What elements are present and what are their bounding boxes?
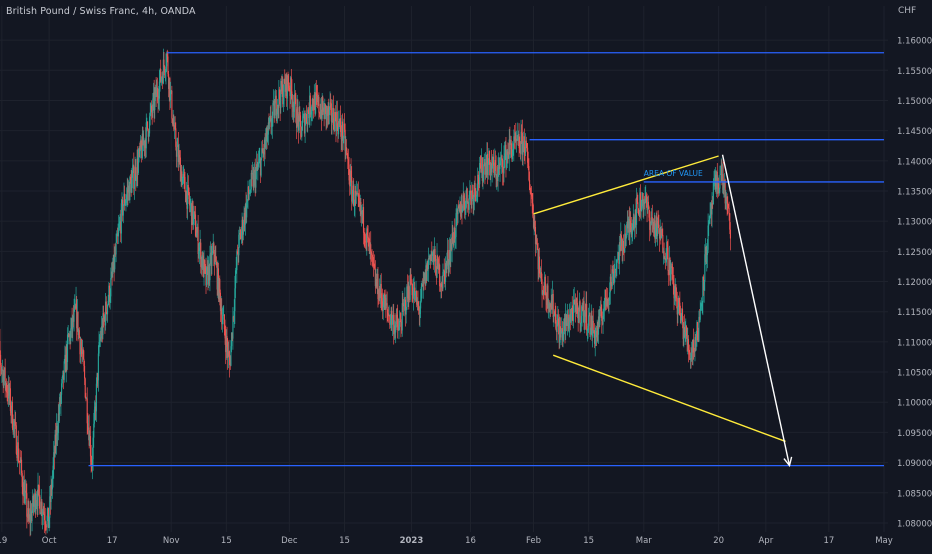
- y-tick-label: 1.11000: [897, 338, 932, 348]
- x-tick-label: Nov: [163, 536, 180, 546]
- candle-body: [26, 493, 27, 517]
- y-tick-label: 1.12000: [897, 278, 932, 288]
- candle-body: [553, 294, 554, 317]
- candle-body: [688, 339, 689, 350]
- x-tick-label: 17: [823, 536, 834, 546]
- candle-body: [223, 315, 224, 320]
- candle-body: [84, 366, 85, 378]
- currency-label: CHF: [898, 6, 916, 16]
- candle-body: [274, 103, 275, 118]
- candle-body: [373, 257, 374, 264]
- y-tick-label: 1.09000: [897, 459, 932, 469]
- x-tick-label: 15: [339, 536, 350, 546]
- candle-body: [387, 303, 388, 310]
- candle-body: [406, 310, 407, 315]
- x-tick-label: 17: [107, 536, 118, 546]
- candle-body: [588, 315, 589, 325]
- y-tick-label: 1.08500: [897, 489, 932, 499]
- candle-body: [593, 321, 594, 331]
- candle-body: [39, 497, 40, 514]
- y-tick-label: 1.14000: [897, 157, 932, 167]
- y-tick-label: 1.10000: [897, 399, 932, 409]
- candle-body: [586, 304, 587, 331]
- candle-body: [637, 202, 638, 208]
- candle-body: [306, 114, 307, 123]
- candle-body: [526, 141, 527, 143]
- y-tick-label: 1.15000: [897, 97, 932, 107]
- candle-body: [110, 278, 111, 296]
- x-tick-label: 2023: [400, 536, 424, 546]
- candle-body: [134, 181, 135, 189]
- y-tick-label: 1.15500: [897, 67, 932, 77]
- candle-body: [96, 384, 97, 412]
- candle-body: [171, 91, 172, 119]
- candle-body: [467, 188, 468, 202]
- y-tick-label: 1.16000: [897, 37, 932, 47]
- candle-body: [626, 237, 627, 246]
- candle-body: [668, 247, 669, 270]
- x-tick-label: 20: [713, 536, 724, 546]
- x-tick-label: Dec: [281, 536, 298, 546]
- x-tick-label: 15: [583, 536, 594, 546]
- x-tick-label: Oct: [42, 536, 57, 546]
- y-tick-label: 1.09500: [897, 429, 932, 439]
- candle-body: [729, 208, 730, 213]
- y-tick-label: 1.10500: [897, 369, 932, 379]
- chart-title: British Pound / Swiss Franc, 4h, OANDA: [6, 6, 196, 17]
- candle-body: [318, 97, 319, 113]
- candle-body: [439, 265, 440, 287]
- candle-body: [325, 104, 326, 105]
- candle-body: [64, 361, 65, 380]
- candle-body: [301, 130, 302, 136]
- candle-body: [98, 354, 99, 381]
- candle-body: [261, 158, 262, 175]
- y-tick-label: 1.11500: [897, 308, 932, 318]
- candle-body: [147, 121, 148, 129]
- x-tick-label: 19: [0, 536, 7, 546]
- candle-body: [580, 301, 581, 324]
- y-tick-label: 1.13500: [897, 187, 932, 197]
- candle-body: [300, 115, 301, 126]
- x-tick-label: 15: [221, 536, 232, 546]
- area-of-value-label: AREA OF VALUE: [644, 169, 703, 178]
- candle-body: [107, 305, 108, 314]
- x-tick-label: Mar: [636, 536, 653, 546]
- candle-body: [428, 258, 429, 269]
- candle-body: [106, 302, 107, 313]
- y-tick-label: 1.12500: [897, 248, 932, 258]
- candle-body: [177, 147, 178, 157]
- y-tick-label: 1.08000: [897, 519, 932, 529]
- candle-body: [730, 230, 731, 239]
- x-tick-label: May: [875, 536, 893, 546]
- candle-body: [623, 241, 624, 249]
- candle-body: [363, 207, 364, 233]
- candle-body: [184, 177, 185, 192]
- candle-body: [488, 163, 489, 175]
- x-tick-label: 16: [465, 536, 476, 546]
- candle-body: [116, 243, 117, 255]
- x-tick-label: Feb: [526, 536, 541, 546]
- x-tick-label: Apr: [758, 536, 773, 546]
- candle-body: [123, 205, 124, 216]
- y-tick-label: 1.14500: [897, 127, 932, 137]
- candle-body: [700, 311, 701, 320]
- candle-body: [599, 310, 600, 325]
- candle-body: [578, 311, 579, 322]
- y-tick-label: 1.13000: [897, 218, 932, 228]
